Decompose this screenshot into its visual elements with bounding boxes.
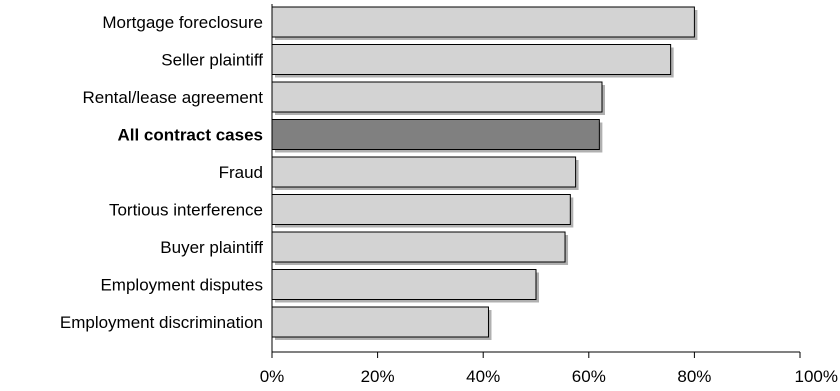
bar: [271, 306, 489, 338]
x-tick-label: 60%: [572, 367, 606, 386]
category-label: Seller plaintiff: [161, 51, 263, 70]
category-label: Tortious interference: [109, 201, 263, 220]
x-tick-label: 100%: [795, 367, 838, 386]
category-label: Employment disputes: [100, 276, 263, 295]
category-label: Rental/lease agreement: [82, 88, 263, 107]
bar: [271, 119, 600, 150]
category-label: All contract cases: [117, 126, 263, 145]
category-label: Mortgage foreclosure: [102, 13, 263, 32]
bars-group: [271, 6, 698, 340]
category-label: Buyer plaintiff: [160, 238, 263, 257]
bar: [271, 81, 603, 113]
bar: [271, 156, 577, 188]
x-axis: 0% 20% 40% 60% 80% 100%: [260, 4, 838, 386]
x-tick-label: 20%: [361, 367, 395, 386]
bar: [271, 194, 571, 225]
bar: [271, 44, 672, 75]
category-label: Fraud: [219, 163, 263, 182]
bar: [271, 269, 537, 300]
category-labels: Mortgage foreclosure Seller plaintiff Rent…: [60, 13, 263, 332]
x-tick-label: 40%: [466, 367, 500, 386]
bar: [271, 6, 695, 38]
category-label: Employment discrimination: [60, 313, 263, 332]
bar: [271, 231, 566, 263]
x-tick-label: 80%: [677, 367, 711, 386]
x-tick-label: 0%: [260, 367, 285, 386]
